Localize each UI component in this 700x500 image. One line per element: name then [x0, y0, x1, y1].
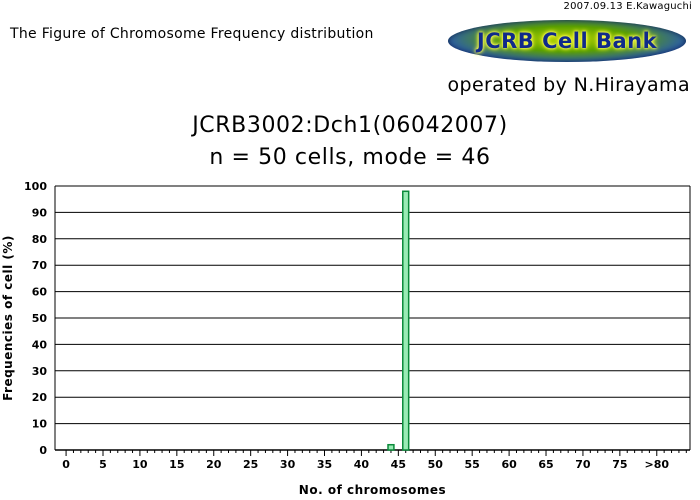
x-tick-label: 30	[280, 458, 296, 471]
x-tick-label: 0	[62, 458, 70, 471]
y-tick-label: 60	[32, 286, 48, 299]
y-tick-label: 50	[32, 312, 48, 325]
x-tick-label: 15	[169, 458, 184, 471]
x-tick-label: 75	[612, 458, 627, 471]
x-tick-label: 50	[428, 458, 444, 471]
operator-text: operated by N.Hirayama	[447, 74, 690, 96]
bar-46	[402, 190, 410, 451]
logo-text: JCRB Cell Bank	[476, 29, 658, 53]
y-tick-label: 90	[32, 206, 48, 219]
y-tick-label: 0	[39, 444, 47, 457]
y-tick-label: 100	[24, 180, 47, 193]
x-tick-label: 5	[99, 458, 107, 471]
y-tick-label: 70	[32, 259, 48, 272]
chart-title: JCRB3002:Dch1(06042007)	[192, 113, 508, 138]
figure-caption: The Figure of Chromosome Frequency distr…	[10, 26, 374, 42]
x-axis-label: No. of chromosomes	[299, 483, 446, 497]
y-tick-label: 20	[32, 391, 48, 404]
x-tick-label: 60	[501, 458, 517, 471]
x-tick-label: 25	[243, 458, 258, 471]
x-tick-label: 40	[354, 458, 370, 471]
x-tick-label: 70	[575, 458, 591, 471]
y-axis-label: Frequencies of cell (%)	[1, 235, 15, 401]
chart-subtitle: n = 50 cells, mode = 46	[209, 145, 491, 170]
y-tick-label: 80	[32, 233, 48, 246]
jcrb-logo: JCRB Cell Bank	[448, 20, 686, 62]
x-tick-label: 35	[317, 458, 332, 471]
bar-44	[387, 443, 395, 451]
x-tick-label: >80	[645, 458, 670, 471]
x-tick-label: 45	[391, 458, 406, 471]
credit-text: 2007.09.13 E.Kawaguchi	[563, 1, 692, 12]
x-tick-label: 55	[465, 458, 480, 471]
x-tick-label: 10	[132, 458, 148, 471]
x-tick-label: 65	[538, 458, 553, 471]
y-tick-label: 10	[32, 418, 48, 431]
y-tick-label: 40	[32, 338, 48, 351]
x-tick-label: 20	[206, 458, 222, 471]
y-tick-label: 30	[32, 365, 48, 378]
